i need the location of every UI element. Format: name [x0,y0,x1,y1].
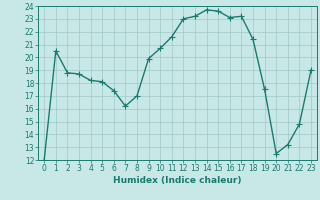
X-axis label: Humidex (Indice chaleur): Humidex (Indice chaleur) [113,176,242,185]
